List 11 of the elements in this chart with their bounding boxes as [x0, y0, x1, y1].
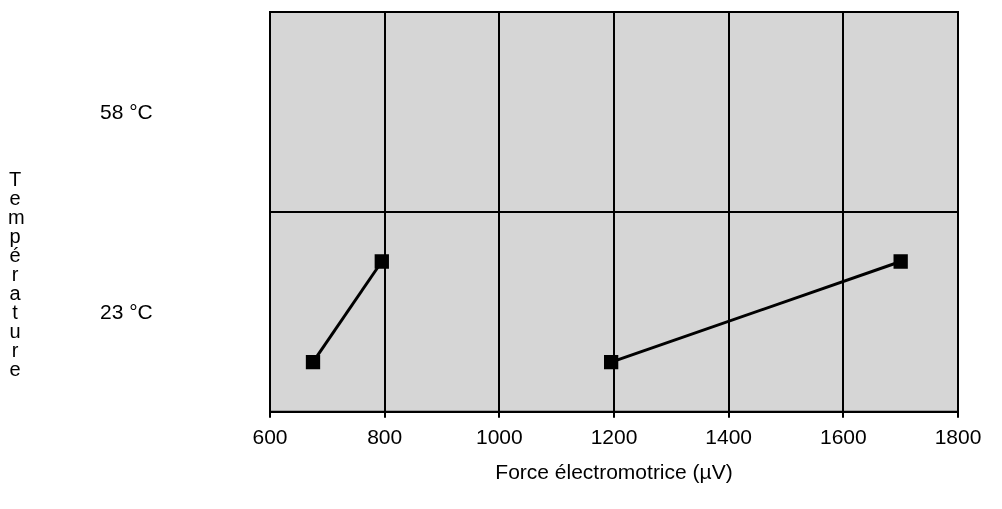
text: 58 °C	[100, 99, 153, 124]
x-tick-label: 800	[367, 425, 403, 449]
x-tick-label: 600	[252, 425, 288, 449]
x-tick-label: 1600	[819, 425, 867, 449]
x-tick-label: 1200	[590, 425, 638, 449]
x-tick-label: 1400	[705, 425, 753, 449]
x-axis-title: Force électromotrice (µV)	[494, 460, 734, 484]
text: 23 °C	[100, 299, 153, 324]
x-tick-label: 1000	[475, 425, 523, 449]
text: Température	[8, 168, 25, 380]
x-tick-label: 1800	[934, 425, 982, 449]
